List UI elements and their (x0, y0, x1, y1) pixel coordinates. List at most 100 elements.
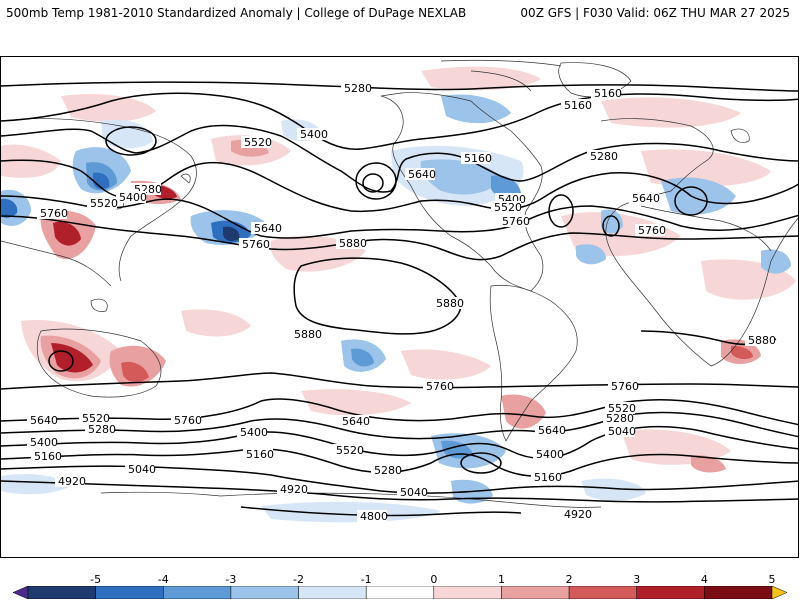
svg-text:5880: 5880 (294, 328, 322, 341)
contour-label: 5040 (397, 486, 428, 499)
contour-label: 5760 (423, 380, 454, 393)
svg-text:5640: 5640 (632, 192, 660, 205)
contour-label: 5160 (531, 471, 562, 484)
contour-label: 5640 (629, 192, 660, 205)
contour-label: 5280 (371, 464, 402, 477)
svg-text:5520: 5520 (494, 201, 522, 214)
contour-label: 5760 (239, 238, 270, 251)
colorbar-tick-label: 4 (700, 573, 708, 586)
colorbar-segment (27, 586, 96, 599)
contour-label: 4800 (357, 510, 388, 523)
svg-text:5640: 5640 (254, 222, 282, 235)
svg-text:5280: 5280 (374, 464, 402, 477)
coastlines (1, 59, 798, 508)
contour-label: 5160 (561, 99, 592, 112)
svg-text:5640: 5640 (30, 414, 58, 427)
svg-text:4920: 4920 (564, 508, 592, 521)
contour-label: 5040 (125, 463, 156, 476)
colorbar-segment (95, 586, 164, 599)
contour-label: 5880 (433, 297, 464, 310)
colorbar-segments (13, 586, 787, 599)
svg-text:5520: 5520 (336, 444, 364, 457)
contour-label: 5640 (405, 168, 436, 181)
colorbar-segment (501, 586, 570, 599)
svg-text:4800: 4800 (360, 510, 388, 523)
svg-text:4920: 4920 (58, 475, 86, 488)
svg-text:5880: 5880 (436, 297, 464, 310)
contour-label: 5640 (251, 222, 282, 235)
svg-text:5640: 5640 (342, 415, 370, 428)
colorbar-segment (365, 586, 435, 599)
svg-text:5400: 5400 (300, 128, 328, 141)
svg-text:5880: 5880 (339, 237, 367, 250)
contour-label: 5280 (341, 82, 372, 95)
contour-label: 5520 (241, 136, 272, 149)
contour-label: 5160 (591, 87, 622, 100)
svg-text:5040: 5040 (608, 425, 636, 438)
svg-text:5280: 5280 (606, 412, 634, 425)
svg-text:5160: 5160 (564, 99, 592, 112)
svg-text:5040: 5040 (128, 463, 156, 476)
svg-text:5160: 5160 (246, 448, 274, 461)
contour-label: 5400 (116, 191, 147, 204)
colorbar-tick-label: -5 (90, 573, 102, 586)
colorbar-segment (298, 586, 367, 599)
colorbar-tick-label: 1 (497, 573, 505, 586)
contour-labels: 5280 5160 5160 5400 5520 5280 5400 5520 … (27, 82, 776, 523)
svg-text:5760: 5760 (638, 224, 666, 237)
svg-text:5520: 5520 (82, 412, 110, 425)
colorbar-tick-label: -2 (293, 573, 305, 586)
svg-text:5160: 5160 (464, 152, 492, 165)
contour-label: 5160 (243, 448, 274, 461)
contour-label: 5280 (587, 150, 618, 163)
colorbar-segment (704, 586, 773, 599)
svg-text:5160: 5160 (594, 87, 622, 100)
contour-label: 5760 (171, 414, 202, 427)
contour-label: 5640 (27, 414, 58, 427)
contour-label: 5520 (87, 197, 118, 210)
contour-label: 5400 (297, 128, 328, 141)
svg-text:5400: 5400 (119, 191, 147, 204)
colorbar-tick-label: -3 (225, 573, 237, 586)
svg-text:5760: 5760 (242, 238, 270, 251)
svg-text:5160: 5160 (534, 471, 562, 484)
contour-label: 5400 (237, 426, 268, 439)
svg-text:5760: 5760 (174, 414, 202, 427)
colorbar-tick-label: -4 (157, 573, 169, 586)
colorbar-max-arrow (771, 586, 787, 599)
model-run-info: 00Z GFS | F030 Valid: 06Z THU MAR 27 202… (520, 6, 790, 20)
svg-text:5400: 5400 (536, 448, 564, 461)
colorbar-tick-label: 0 (430, 573, 438, 586)
svg-text:5760: 5760 (611, 380, 639, 393)
svg-text:5760: 5760 (426, 380, 454, 393)
contour-label: 5040 (605, 425, 636, 438)
colorbar-segment (636, 586, 705, 599)
svg-text:5400: 5400 (240, 426, 268, 439)
colorbar-segment (433, 586, 502, 599)
contour-label: 5400 (27, 436, 58, 449)
contour-label: 5160 (31, 450, 62, 463)
contour-label: 5760 (608, 380, 639, 393)
negative-anomaly-shading (1, 94, 791, 523)
contour-label: 5640 (339, 415, 370, 428)
svg-text:5880: 5880 (748, 334, 776, 347)
svg-text:5760: 5760 (40, 207, 68, 220)
colorbar-segment (568, 586, 637, 599)
svg-text:5160: 5160 (34, 450, 62, 463)
contour-label: 4920 (277, 483, 308, 496)
svg-text:5640: 5640 (408, 168, 436, 181)
colorbar-tick-label: 3 (633, 573, 641, 586)
anomaly-colorbar (13, 586, 787, 599)
contour-label: 5760 (635, 224, 666, 237)
colorbar-segment (163, 586, 232, 599)
svg-text:5520: 5520 (244, 136, 272, 149)
colorbar-tick-label: -1 (360, 573, 372, 586)
contour-label: 4920 (55, 475, 86, 488)
contour-label: 5520 (79, 412, 110, 425)
svg-text:5280: 5280 (88, 423, 116, 436)
contour-label: 5880 (291, 328, 322, 341)
contour-label: 5520 (605, 402, 636, 415)
svg-text:5520: 5520 (608, 402, 636, 415)
contour-label: 5640 (535, 424, 566, 437)
contour-label: 5400 (533, 448, 564, 461)
